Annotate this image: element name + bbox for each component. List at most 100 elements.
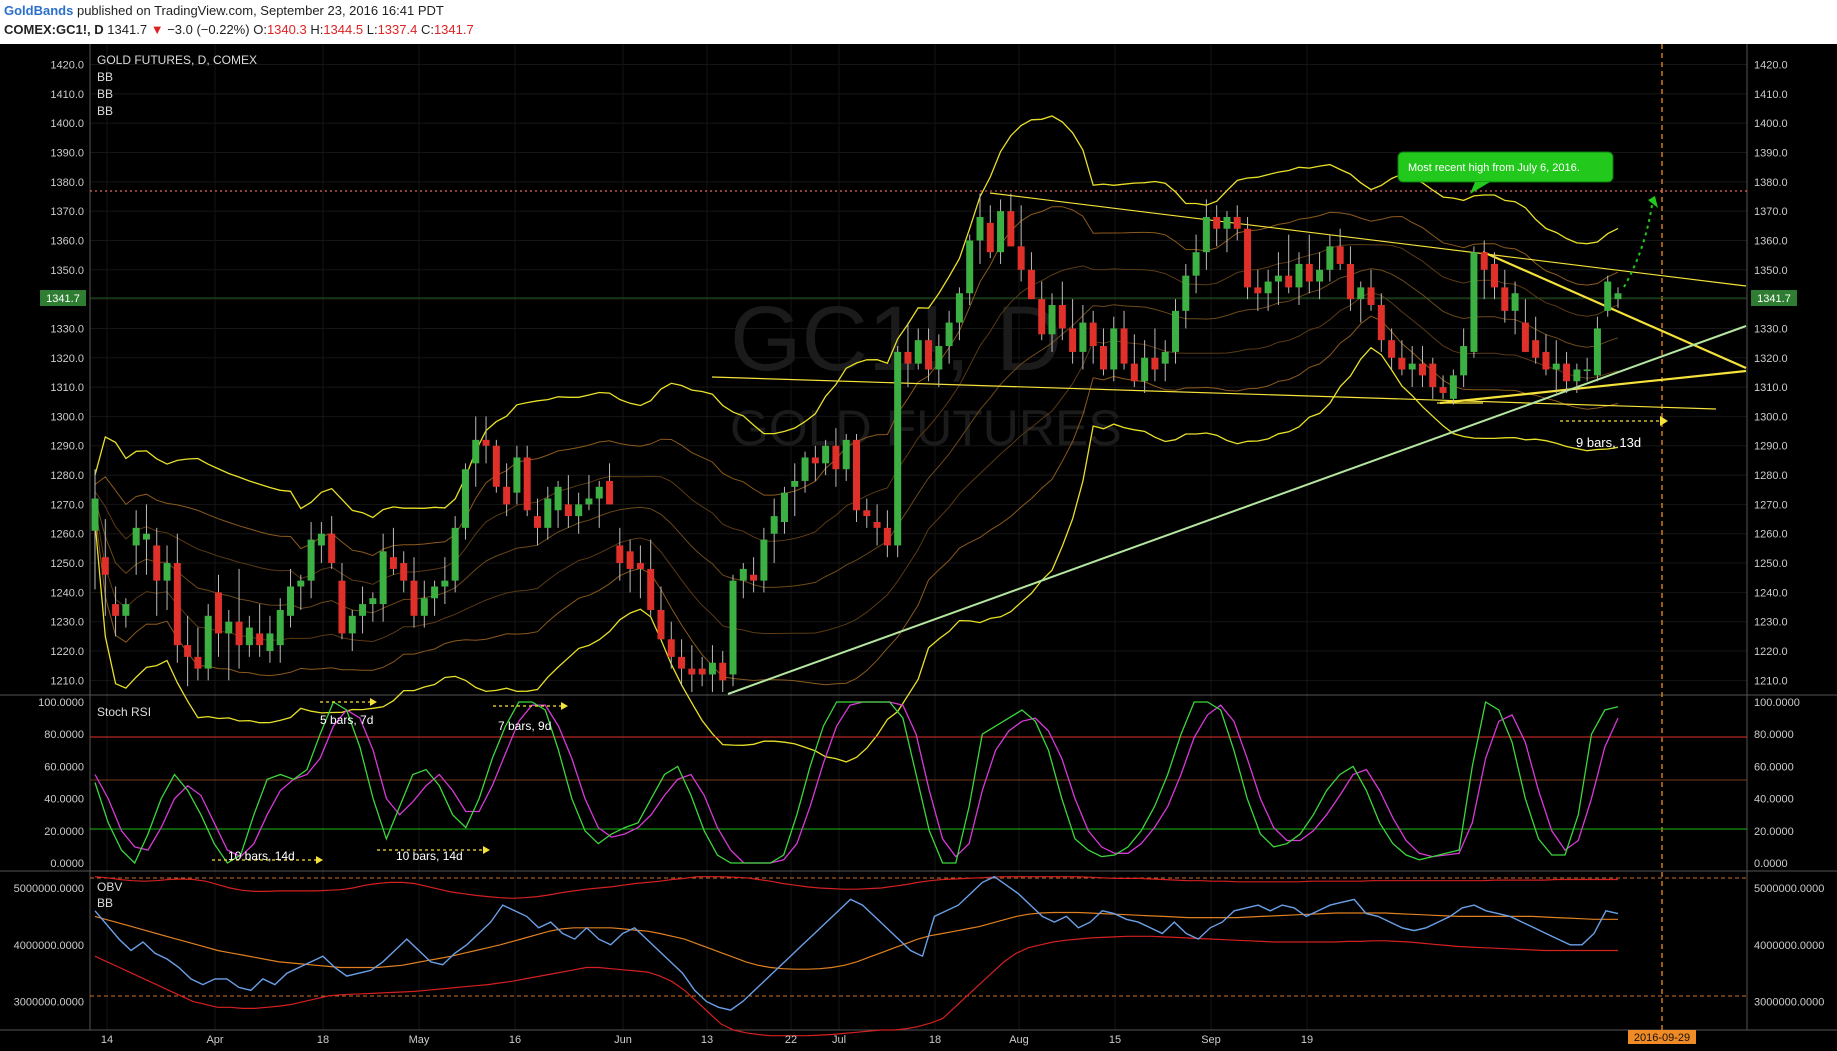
candle-body[interactable] — [431, 586, 439, 599]
candle-body[interactable] — [647, 568, 655, 610]
candle-body[interactable] — [657, 609, 665, 640]
obv-bb-title[interactable]: BB — [97, 896, 113, 910]
candle-body[interactable] — [1408, 363, 1416, 370]
candle-body[interactable] — [1377, 304, 1385, 341]
candle-body[interactable] — [616, 545, 624, 564]
candle-body[interactable] — [1202, 217, 1210, 253]
candle-body[interactable] — [894, 351, 902, 546]
candle-body[interactable] — [153, 545, 161, 581]
candle-body[interactable] — [441, 580, 449, 587]
candle-body[interactable] — [142, 533, 150, 540]
candle-body[interactable] — [307, 539, 315, 581]
candle-body[interactable] — [1593, 328, 1601, 376]
candle-body[interactable] — [729, 580, 737, 675]
candle-body[interactable] — [1532, 340, 1540, 358]
candle-body[interactable] — [955, 293, 963, 323]
candle-body[interactable] — [225, 621, 233, 634]
candle-body[interactable] — [1295, 263, 1303, 288]
candle-body[interactable] — [492, 445, 500, 487]
candle-body[interactable] — [1110, 328, 1118, 370]
candle-body[interactable] — [791, 480, 799, 487]
candle-body[interactable] — [1398, 357, 1406, 370]
candle-body[interactable] — [1182, 275, 1190, 311]
candle-body[interactable] — [235, 621, 243, 646]
candle-body[interactable] — [1367, 287, 1375, 305]
candle-body[interactable] — [688, 668, 696, 675]
candle-body[interactable] — [626, 551, 634, 569]
candle-body[interactable] — [544, 498, 552, 528]
candle-body[interactable] — [1552, 363, 1560, 370]
candle-body[interactable] — [698, 668, 706, 675]
candle-body[interactable] — [472, 439, 480, 464]
candle-body[interactable] — [1336, 246, 1344, 264]
candle-body[interactable] — [1151, 357, 1159, 370]
candle-body[interactable] — [1470, 252, 1478, 352]
candle-body[interactable] — [1614, 293, 1622, 300]
candle-body[interactable] — [986, 222, 994, 253]
stoch-pane-title[interactable]: Stoch RSI — [97, 705, 151, 719]
candle-body[interactable] — [163, 563, 171, 581]
candle-body[interactable] — [1388, 340, 1396, 358]
obv-pane-title[interactable]: OBV — [97, 880, 122, 894]
candle-body[interactable] — [925, 340, 933, 370]
candle-body[interactable] — [750, 574, 758, 581]
candle-body[interactable] — [1048, 304, 1056, 335]
candle-body[interactable] — [523, 457, 531, 511]
candle-body[interactable] — [1449, 375, 1457, 399]
candle-body[interactable] — [708, 662, 716, 675]
wedge-upper-line[interactable] — [1482, 250, 1747, 370]
candle-body[interactable] — [287, 586, 295, 616]
candle-body[interactable] — [1285, 275, 1293, 288]
candle-body[interactable] — [328, 533, 336, 564]
candle-body[interactable] — [1017, 246, 1025, 270]
candle-body[interactable] — [997, 211, 1005, 253]
candle-body[interactable] — [575, 504, 583, 517]
candle-body[interactable] — [853, 439, 860, 511]
candle-body[interactable] — [112, 604, 120, 616]
candle-body[interactable] — [276, 609, 284, 646]
candle-body[interactable] — [1254, 287, 1262, 294]
candle-body[interactable] — [1418, 363, 1426, 376]
candle-body[interactable] — [636, 563, 644, 569]
candle-body[interactable] — [348, 615, 356, 634]
candle-body[interactable] — [1573, 369, 1581, 382]
candle-body[interactable] — [451, 527, 459, 581]
candle-body[interactable] — [1141, 357, 1149, 382]
candle-body[interactable] — [904, 351, 912, 364]
candle-body[interactable] — [369, 598, 377, 605]
candle-body[interactable] — [338, 580, 346, 634]
lower-trendline[interactable] — [711, 376, 1717, 410]
candle-body[interactable] — [389, 557, 397, 569]
candle-body[interactable] — [101, 557, 109, 575]
candle-body[interactable] — [1491, 263, 1499, 288]
candle-body[interactable] — [1069, 328, 1077, 352]
candle-body[interactable] — [1563, 363, 1571, 382]
candle-body[interactable] — [966, 240, 974, 294]
candle-body[interactable] — [1007, 211, 1015, 247]
candle-body[interactable] — [976, 217, 984, 241]
candle-body[interactable] — [256, 633, 264, 646]
candle-body[interactable] — [91, 498, 99, 531]
candle-body[interactable] — [359, 604, 367, 616]
candle-body[interactable] — [194, 656, 202, 669]
candle-body[interactable] — [1120, 328, 1128, 364]
candle-body[interactable] — [1161, 351, 1169, 364]
candle-body[interactable] — [935, 346, 943, 370]
wedge-lower-line[interactable] — [1439, 369, 1747, 405]
candle-body[interactable] — [873, 521, 881, 528]
candle-body[interactable] — [1305, 263, 1313, 282]
chart-canvas[interactable]: GC1!, D GOLD FUTURES Most recent high fr… — [0, 44, 1837, 1051]
candle-body[interactable] — [606, 480, 614, 505]
candle-body[interactable] — [811, 457, 819, 464]
bb-indicator-2[interactable]: BB — [97, 87, 113, 101]
candle-body[interactable] — [595, 486, 603, 499]
candle-body[interactable] — [400, 563, 408, 581]
candle-body[interactable] — [801, 457, 809, 481]
candle-body[interactable] — [1460, 346, 1468, 376]
candle-body[interactable] — [1099, 346, 1107, 370]
candle-body[interactable] — [780, 492, 788, 522]
candle-body[interactable] — [914, 340, 922, 364]
candle-body[interactable] — [1326, 246, 1334, 270]
candle-body[interactable] — [204, 615, 212, 669]
candle-body[interactable] — [1316, 269, 1324, 282]
